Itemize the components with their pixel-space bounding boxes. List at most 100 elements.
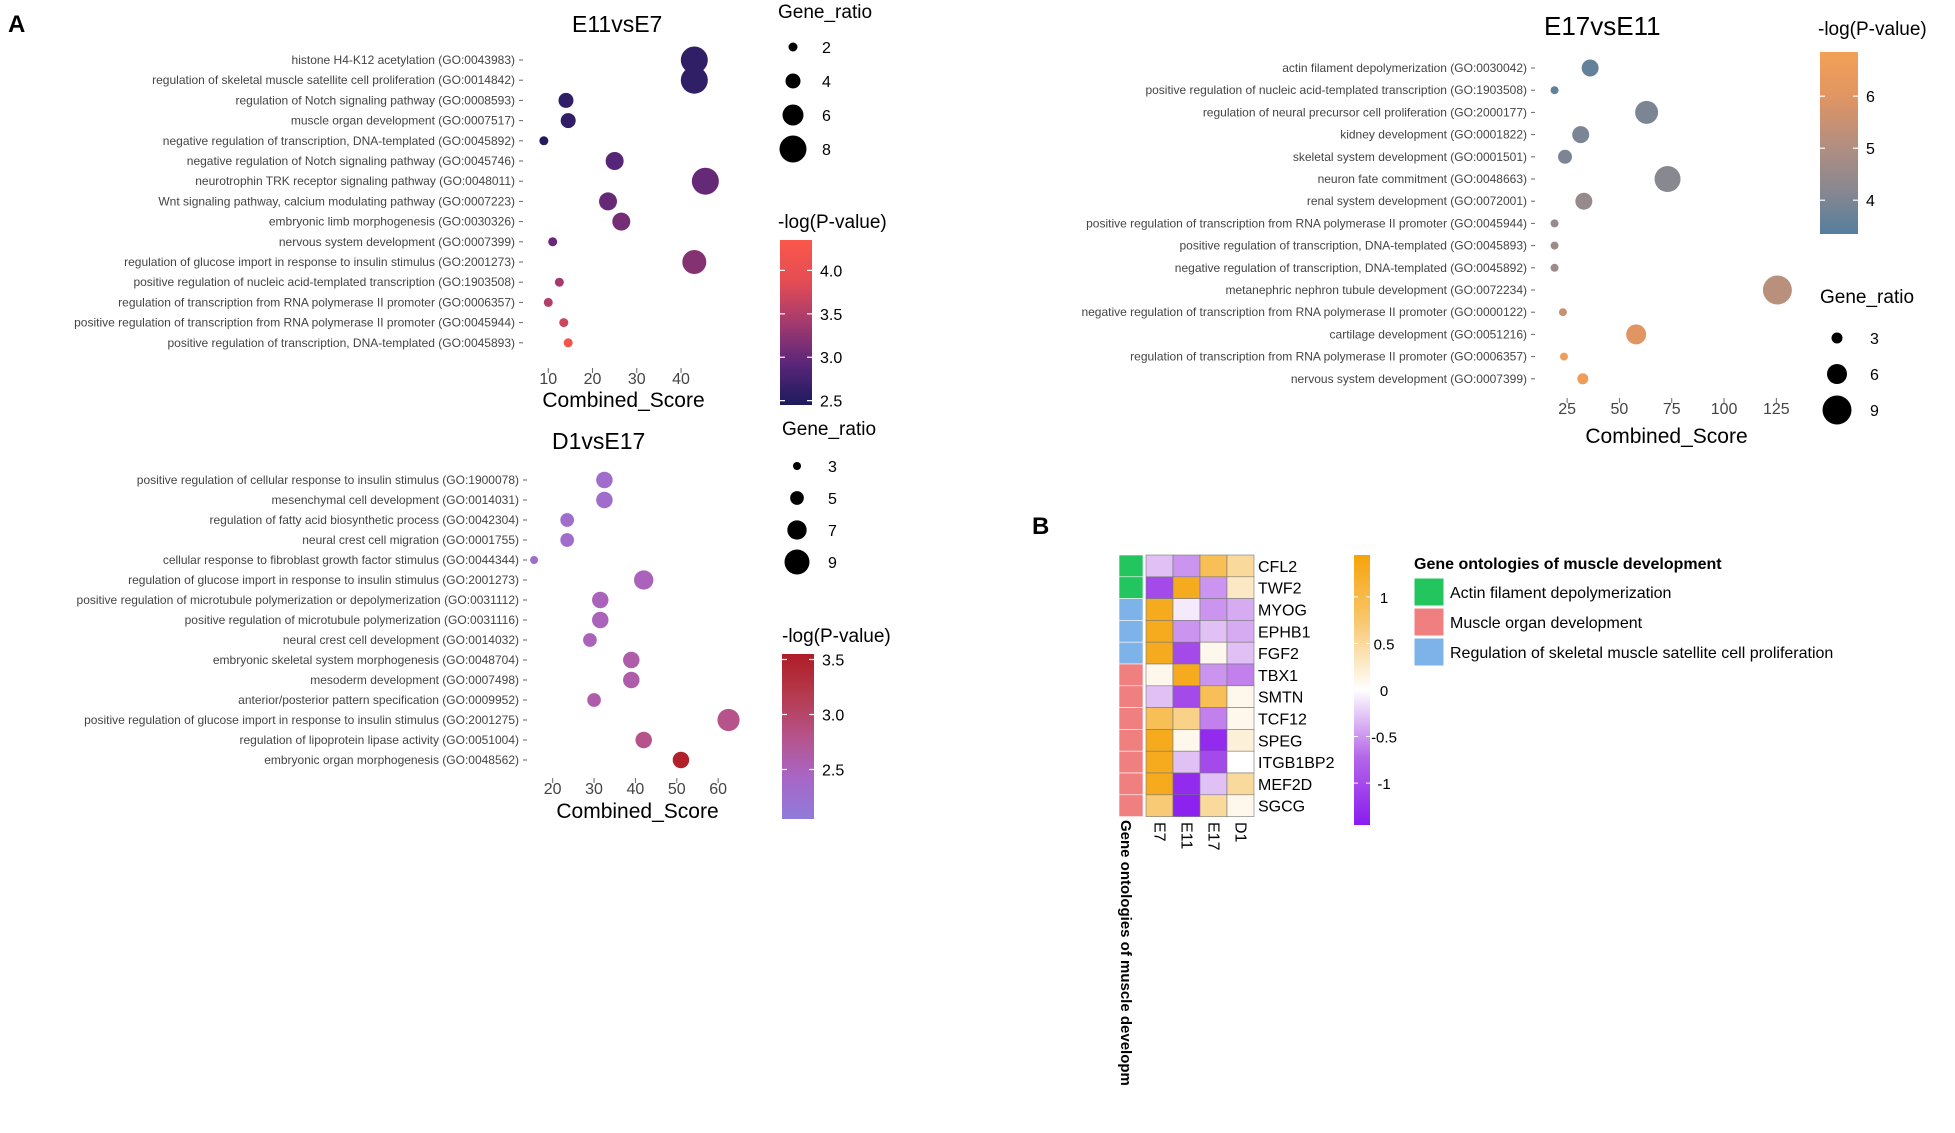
gene-label: SGCG <box>1258 799 1305 816</box>
term-label: positive regulation of transcription, DN… <box>1179 239 1527 253</box>
data-point <box>1550 241 1559 250</box>
term-label: neural crest cell migration (GO:0001755) <box>302 533 519 547</box>
data-point <box>596 471 613 489</box>
group-cell <box>1118 663 1144 687</box>
heatmap-cell <box>1226 729 1255 752</box>
term-label: regulation of glucose import in response… <box>128 573 519 587</box>
size-legend-key <box>785 73 801 89</box>
x-tick-label: 30 <box>628 371 646 388</box>
gene-label: EPHB1 <box>1258 624 1311 641</box>
data-point <box>1635 100 1659 124</box>
size-legend-label: 4 <box>822 74 831 91</box>
heatmap-cell <box>1145 707 1174 730</box>
size-legend-key <box>1827 364 1847 384</box>
colorbar-label: -0.5 <box>1371 730 1397 747</box>
heatmap-cell <box>1172 729 1201 752</box>
chart-d1vse17: D1vsE17 positive regulation of cellular r… <box>77 419 891 823</box>
heatmap-cell <box>1226 641 1255 665</box>
data-point <box>1654 166 1681 192</box>
term-label: positive regulation of microtubule polym… <box>185 613 519 627</box>
data-point <box>1626 324 1647 345</box>
size-legend-label: 6 <box>1870 367 1879 384</box>
term-label: regulation of fatty acid biosynthetic pr… <box>209 513 519 527</box>
group-legend-swatch <box>1413 637 1445 667</box>
group-cell <box>1118 772 1144 796</box>
term-label: Wnt signaling pathway, calcium modulatin… <box>158 194 515 208</box>
heatmap-cell <box>1199 641 1228 665</box>
term-label: positive regulation of cellular response… <box>137 473 519 487</box>
term-label: metanephric nephron tubule development (… <box>1225 283 1527 297</box>
term-label: nervous system development (GO:0007399) <box>279 235 515 249</box>
term-label: negative regulation of transcription, DN… <box>163 134 515 148</box>
data-point <box>596 491 613 509</box>
colorbar-label: 3.0 <box>822 708 844 725</box>
heatmap-cell <box>1226 663 1255 687</box>
heatmap-cell <box>1199 554 1228 578</box>
term-label: embryonic skeletal system morphogenesis … <box>213 653 519 667</box>
heatmap-cell <box>1226 620 1255 643</box>
size-legend-label: 3 <box>1870 331 1879 348</box>
size-legend-key <box>1822 395 1852 425</box>
term-label: positive regulation of glucose import in… <box>84 713 519 727</box>
x-tick-label: 100 <box>1711 401 1738 418</box>
group-cell <box>1118 576 1144 599</box>
group-legend-label: Regulation of skeletal muscle satellite … <box>1450 645 1833 662</box>
term-label: embryonic organ morphogenesis (GO:004856… <box>264 753 519 767</box>
column-label: E17 <box>1205 822 1222 851</box>
heatmap-cell <box>1172 554 1201 578</box>
term-label: kidney development (GO:0001822) <box>1340 128 1527 142</box>
colorbar <box>782 654 814 819</box>
group-legend-swatch <box>1413 607 1445 637</box>
heatmap-cell <box>1226 685 1255 708</box>
size-legend-key <box>779 135 807 163</box>
color-legend-title: -log(P-value) <box>778 212 887 233</box>
data-point <box>680 66 708 94</box>
size-legend-label: 3 <box>828 459 837 476</box>
colorbar-label: 6 <box>1866 89 1875 106</box>
data-point <box>1550 219 1559 228</box>
size-legend-label: 2 <box>822 40 831 57</box>
heatmap-cell <box>1172 707 1201 730</box>
term-label: skeletal system development (GO:0001501) <box>1293 150 1527 164</box>
panel-label-b: B <box>1032 513 1049 540</box>
colorbar-label: 4.0 <box>820 263 842 280</box>
term-label: renal system development (GO:0072001) <box>1307 194 1527 208</box>
colorbar <box>1354 555 1370 825</box>
heatmap-cell <box>1226 707 1255 730</box>
heatmap-cell <box>1172 598 1201 621</box>
heatmap-cell <box>1145 750 1174 774</box>
size-legend-title: Gene_ratio <box>778 2 872 23</box>
chart-e17vse11: E17vsE11 actin filament depolymerization … <box>1081 11 1926 448</box>
data-point <box>605 152 624 170</box>
term-label: regulation of transcription from RNA pol… <box>118 295 515 309</box>
term-label: regulation of neural precursor cell prol… <box>1203 105 1527 119</box>
x-tick-label: 20 <box>584 371 602 388</box>
heatmap-cell <box>1199 707 1228 730</box>
data-point <box>558 92 574 108</box>
size-legend-key <box>793 462 801 470</box>
term-label: regulation of skeletal muscle satellite … <box>152 73 515 87</box>
size-legend-label: 5 <box>828 491 837 508</box>
heatmap-cell <box>1199 729 1228 752</box>
heatmap-cell <box>1199 750 1228 774</box>
data-point <box>592 591 609 609</box>
colorbar-label: 2.5 <box>822 763 844 780</box>
data-point <box>1577 373 1589 385</box>
term-label: neuron fate commitment (GO:0048663) <box>1318 172 1527 186</box>
term-label: mesoderm development (GO:0007498) <box>310 673 519 687</box>
term-label: positive regulation of transcription fro… <box>1086 216 1527 230</box>
data-point <box>587 693 601 707</box>
data-point <box>691 167 719 195</box>
colorbar-label: 3.5 <box>820 307 842 324</box>
data-point <box>635 731 652 749</box>
term-label: histone H4-K12 acetylation (GO:0043983) <box>292 53 515 67</box>
term-label: embryonic limb morphogenesis (GO:0030326… <box>269 215 515 229</box>
heatmap-cell <box>1199 794 1228 817</box>
group-cell <box>1118 620 1144 643</box>
column-label: D1 <box>1232 822 1249 843</box>
gene-label: TCF12 <box>1258 712 1307 729</box>
term-label: cartilage development (GO:0051216) <box>1330 327 1527 341</box>
group-cell <box>1118 729 1144 752</box>
heatmap-cell <box>1172 576 1201 599</box>
term-label: positive regulation of microtubule polym… <box>77 593 519 607</box>
